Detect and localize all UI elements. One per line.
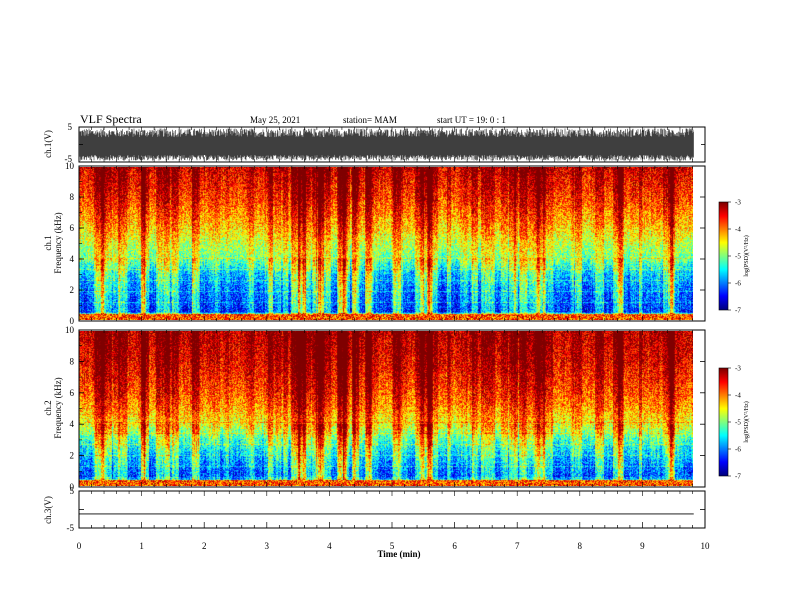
spec1-ytick-label: 6 (70, 223, 75, 233)
colorbar-1-tick-label: -4 (735, 226, 741, 234)
time-axis-label: Time (min) (377, 549, 420, 559)
spec1-ytick-label: 8 (70, 192, 75, 202)
spec2-ylabel-channel: ch.2 (43, 400, 53, 415)
ch3-ytick-label: 5 (70, 486, 75, 496)
spec2-ytick-label: 8 (70, 356, 75, 366)
time-tick-label: 7 (515, 541, 520, 551)
ch1-waveform-path (79, 128, 694, 161)
time-tick-label: 2 (202, 541, 207, 551)
time-tick-label: 3 (265, 541, 270, 551)
time-tick-label: 0 (77, 541, 82, 551)
time-tick-label: 10 (701, 541, 711, 551)
colorbar-1-label: log(PSD)(V²/Hz) (743, 235, 750, 276)
spec1-ytick-label: 4 (70, 254, 75, 264)
colorbar-2-label: log(PSD)(V²/Hz) (743, 401, 750, 442)
colorbar-1-tick-label: -7 (735, 307, 741, 315)
ch1-ylabel: ch.1(V) (43, 130, 53, 158)
colorbar-2-tick-label: -7 (735, 473, 741, 481)
ch3-ylabel: ch.3(V) (43, 496, 53, 524)
ch1-ytick-top: 5 (68, 122, 73, 132)
colorbar-2-tick-label: -6 (735, 446, 741, 454)
spec1-ytick-label: 2 (70, 285, 75, 295)
ch1-waveform-trace (79, 126, 705, 163)
spec1-ylabel-channel: ch.1 (43, 235, 53, 250)
colorbar-2-tick-label: -5 (735, 419, 741, 427)
spec2-ytick-label: 6 (70, 388, 75, 398)
colorbar-2-tick-label: -3 (735, 365, 741, 373)
colorbar-2: -3 -4 -5 -6 -7 log(PSD)(V²/Hz) (718, 365, 750, 481)
time-tick-label: 6 (452, 541, 457, 551)
spec2-ytick-label: 4 (70, 419, 75, 429)
figure-title: VLF Spectra (80, 112, 142, 126)
time-tick-label: 1 (139, 541, 144, 551)
ch2-spectrogram-image (79, 331, 693, 486)
spec2-ylabel-freq: Frequency (kHz) (53, 377, 63, 438)
spec1-ylabel-freq: Frequency (kHz) (53, 212, 63, 273)
time-tick-label: 5 (390, 541, 395, 551)
station-label: station= MAM (343, 115, 397, 125)
colorbar-2-gradient (719, 368, 728, 476)
spec1-axis-ticks: 0 2 4 6 8 10 (65, 161, 706, 326)
time-tick-label: 9 (640, 541, 645, 551)
ch2-spectrogram-panel: 0 2 4 6 8 10 ch.2 Frequency (kHz) (43, 325, 706, 492)
ch3-axis-ticks: 5 -5 (67, 486, 706, 533)
time-tick-label: 8 (578, 541, 583, 551)
colorbar-1-tick-label: -5 (735, 253, 741, 261)
colorbar-1-ticks: -3 -4 -5 -6 -7 (728, 199, 741, 315)
spec2-ytick-label: 0 (70, 482, 75, 492)
colorbar-1: -3 -4 -5 -6 -7 log(PSD)(V²/Hz) (718, 199, 750, 315)
colorbar-1-gradient (719, 202, 728, 310)
time-tick-label: 4 (327, 541, 332, 551)
spec2-ytick-label: 2 (70, 451, 75, 461)
ch1-panel: 5 -5 ch.1(V) (43, 122, 706, 164)
ch1-spectrogram-image (79, 167, 693, 320)
ch1-spectrogram-panel: 0 2 4 6 8 10 ch.1 Frequency (kHz) (43, 161, 706, 326)
colorbar-2-ticks: -3 -4 -5 -6 -7 (728, 365, 741, 481)
ch3-panel: 5 -5 ch.3(V) (43, 486, 706, 533)
spec2-axis-ticks: 0 2 4 6 8 10 (65, 325, 706, 492)
spec1-ytick-label: 0 (70, 316, 75, 326)
colorbar-1-tick-label: -3 (735, 199, 741, 207)
spec1-ytick-label: 10 (65, 161, 75, 171)
date-label: May 25, 2021 (250, 115, 300, 125)
start-time-label: start UT = 19: 0 : 1 (437, 115, 506, 125)
spec2-ytick-label: 10 (65, 325, 75, 335)
ch1-ytick-bottom: -5 (65, 154, 73, 164)
ch3-ytick-label: -5 (67, 523, 75, 533)
colorbar-2-tick-label: -4 (735, 392, 741, 400)
time-axis-ticks: 0 1 2 3 4 5 6 7 8 9 10 (77, 127, 710, 551)
colorbar-1-tick-label: -6 (735, 280, 741, 288)
